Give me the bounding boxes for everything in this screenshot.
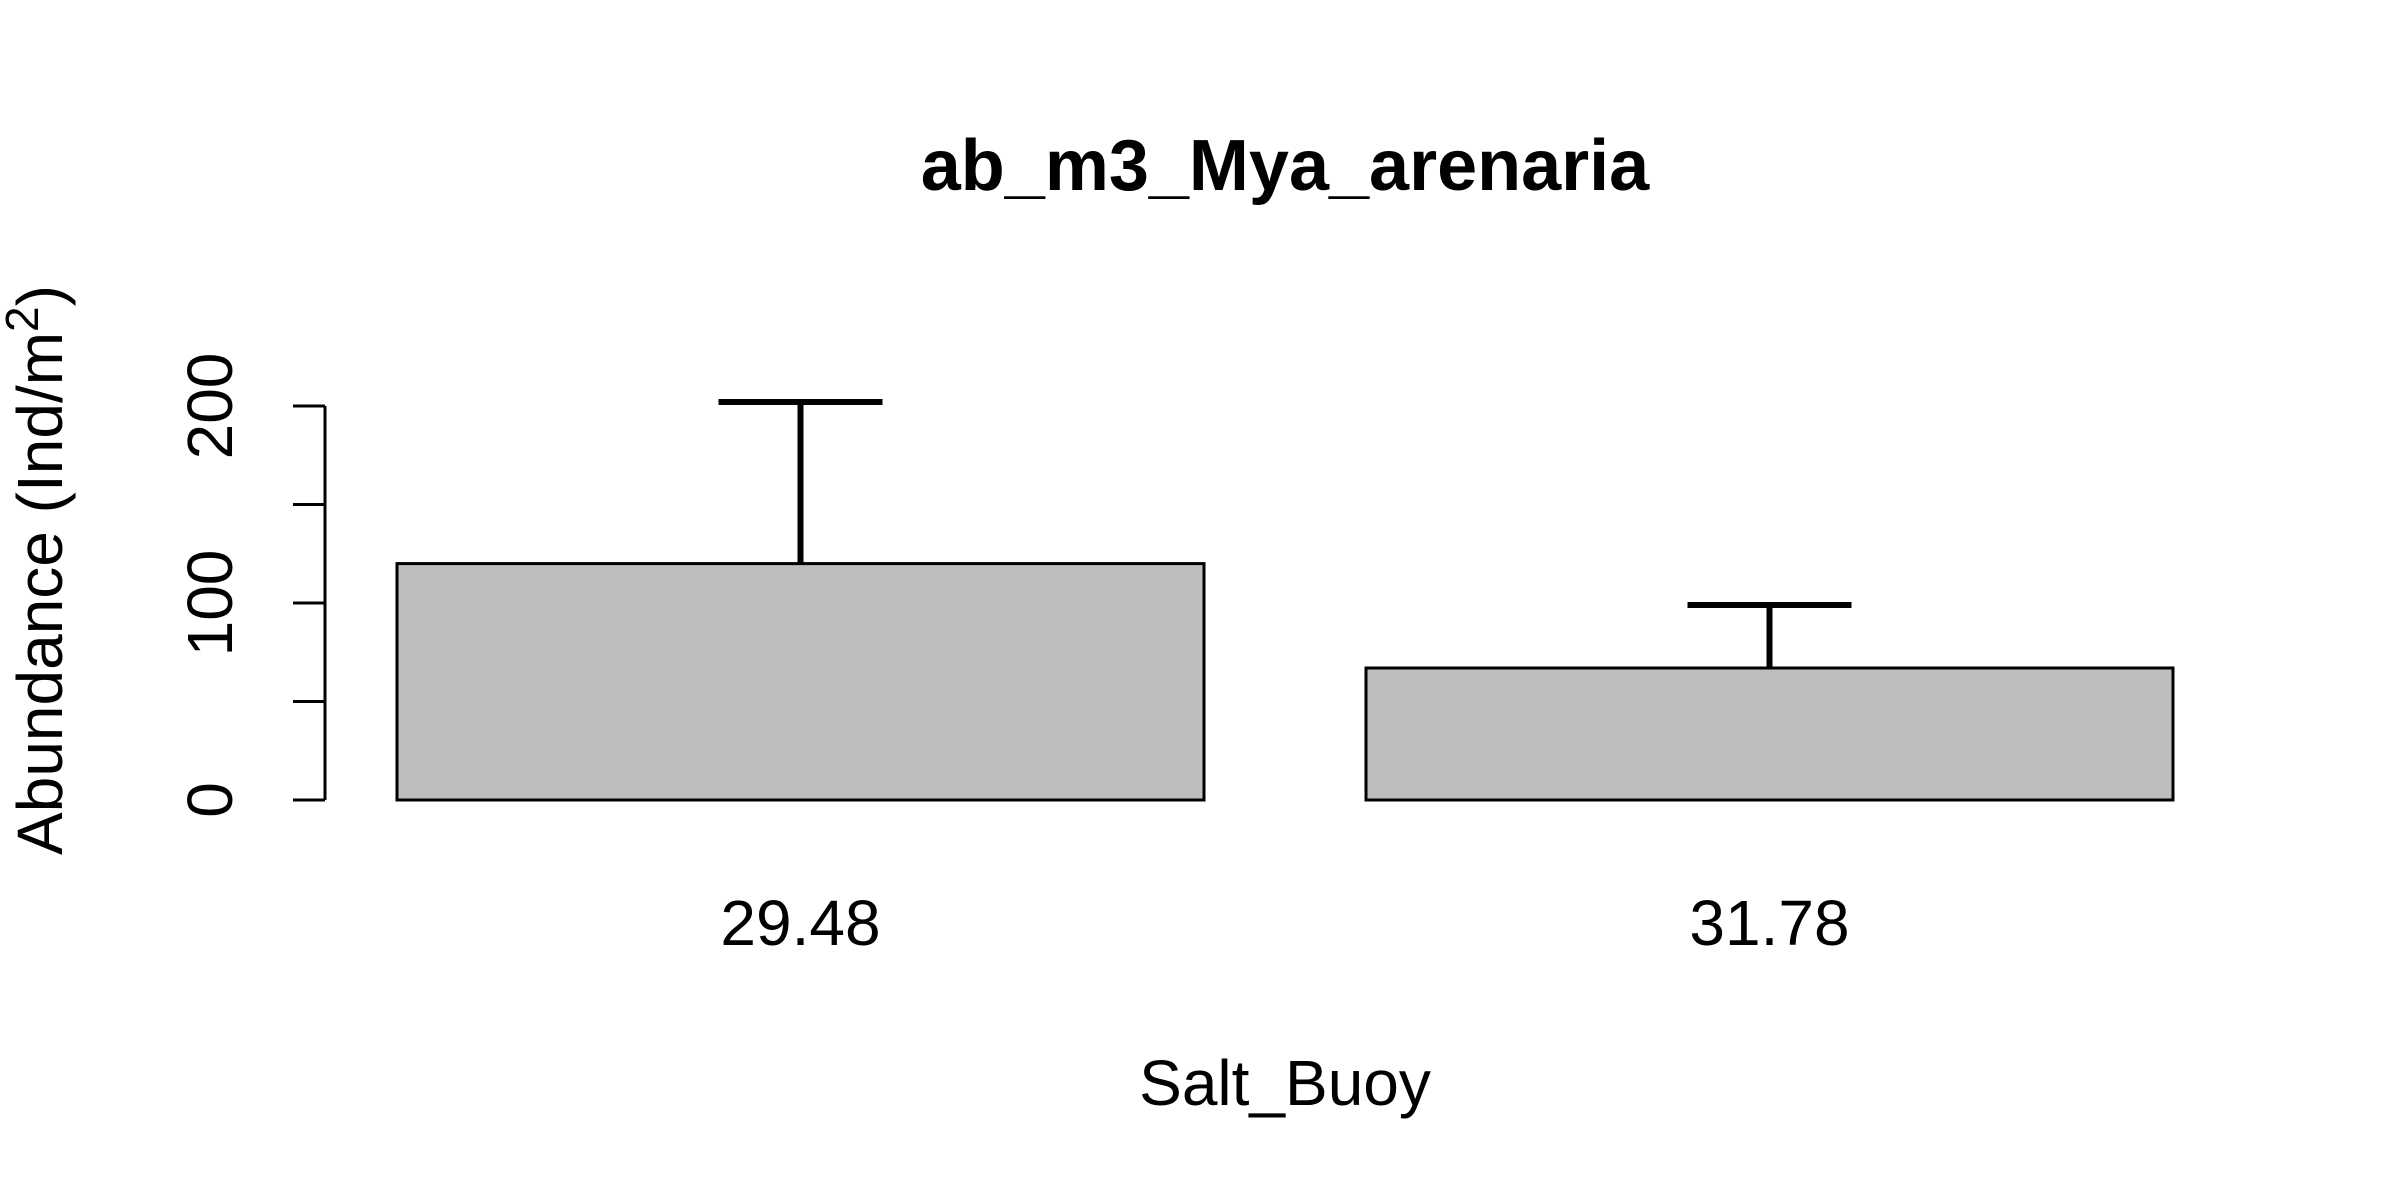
error-bars [718, 399, 1852, 669]
y-tick-label: 0 [174, 782, 246, 818]
chart-title: ab_m3_Mya_arenaria [921, 126, 1650, 206]
x-tick-label: 29.48 [720, 887, 880, 959]
x-tick-labels: 29.48 31.78 [720, 887, 1849, 959]
y-tick-label: 200 [174, 353, 246, 460]
y-axis-label: Abundance (Ind/m2) [0, 285, 76, 855]
x-axis-label: Salt_Buoy [1139, 1047, 1431, 1119]
x-tick-label: 31.78 [1689, 887, 1849, 959]
y-axis-label-superscript: 2 [0, 306, 48, 332]
bar [1364, 666, 2175, 802]
y-tick-label: 100 [174, 550, 246, 657]
y-axis: 0 100 200 [174, 353, 327, 818]
bars [395, 562, 2175, 802]
bar [395, 562, 1206, 802]
y-axis-label-close: ) [4, 285, 76, 306]
y-axis-label-text: Abundance (Ind/m [4, 332, 76, 855]
